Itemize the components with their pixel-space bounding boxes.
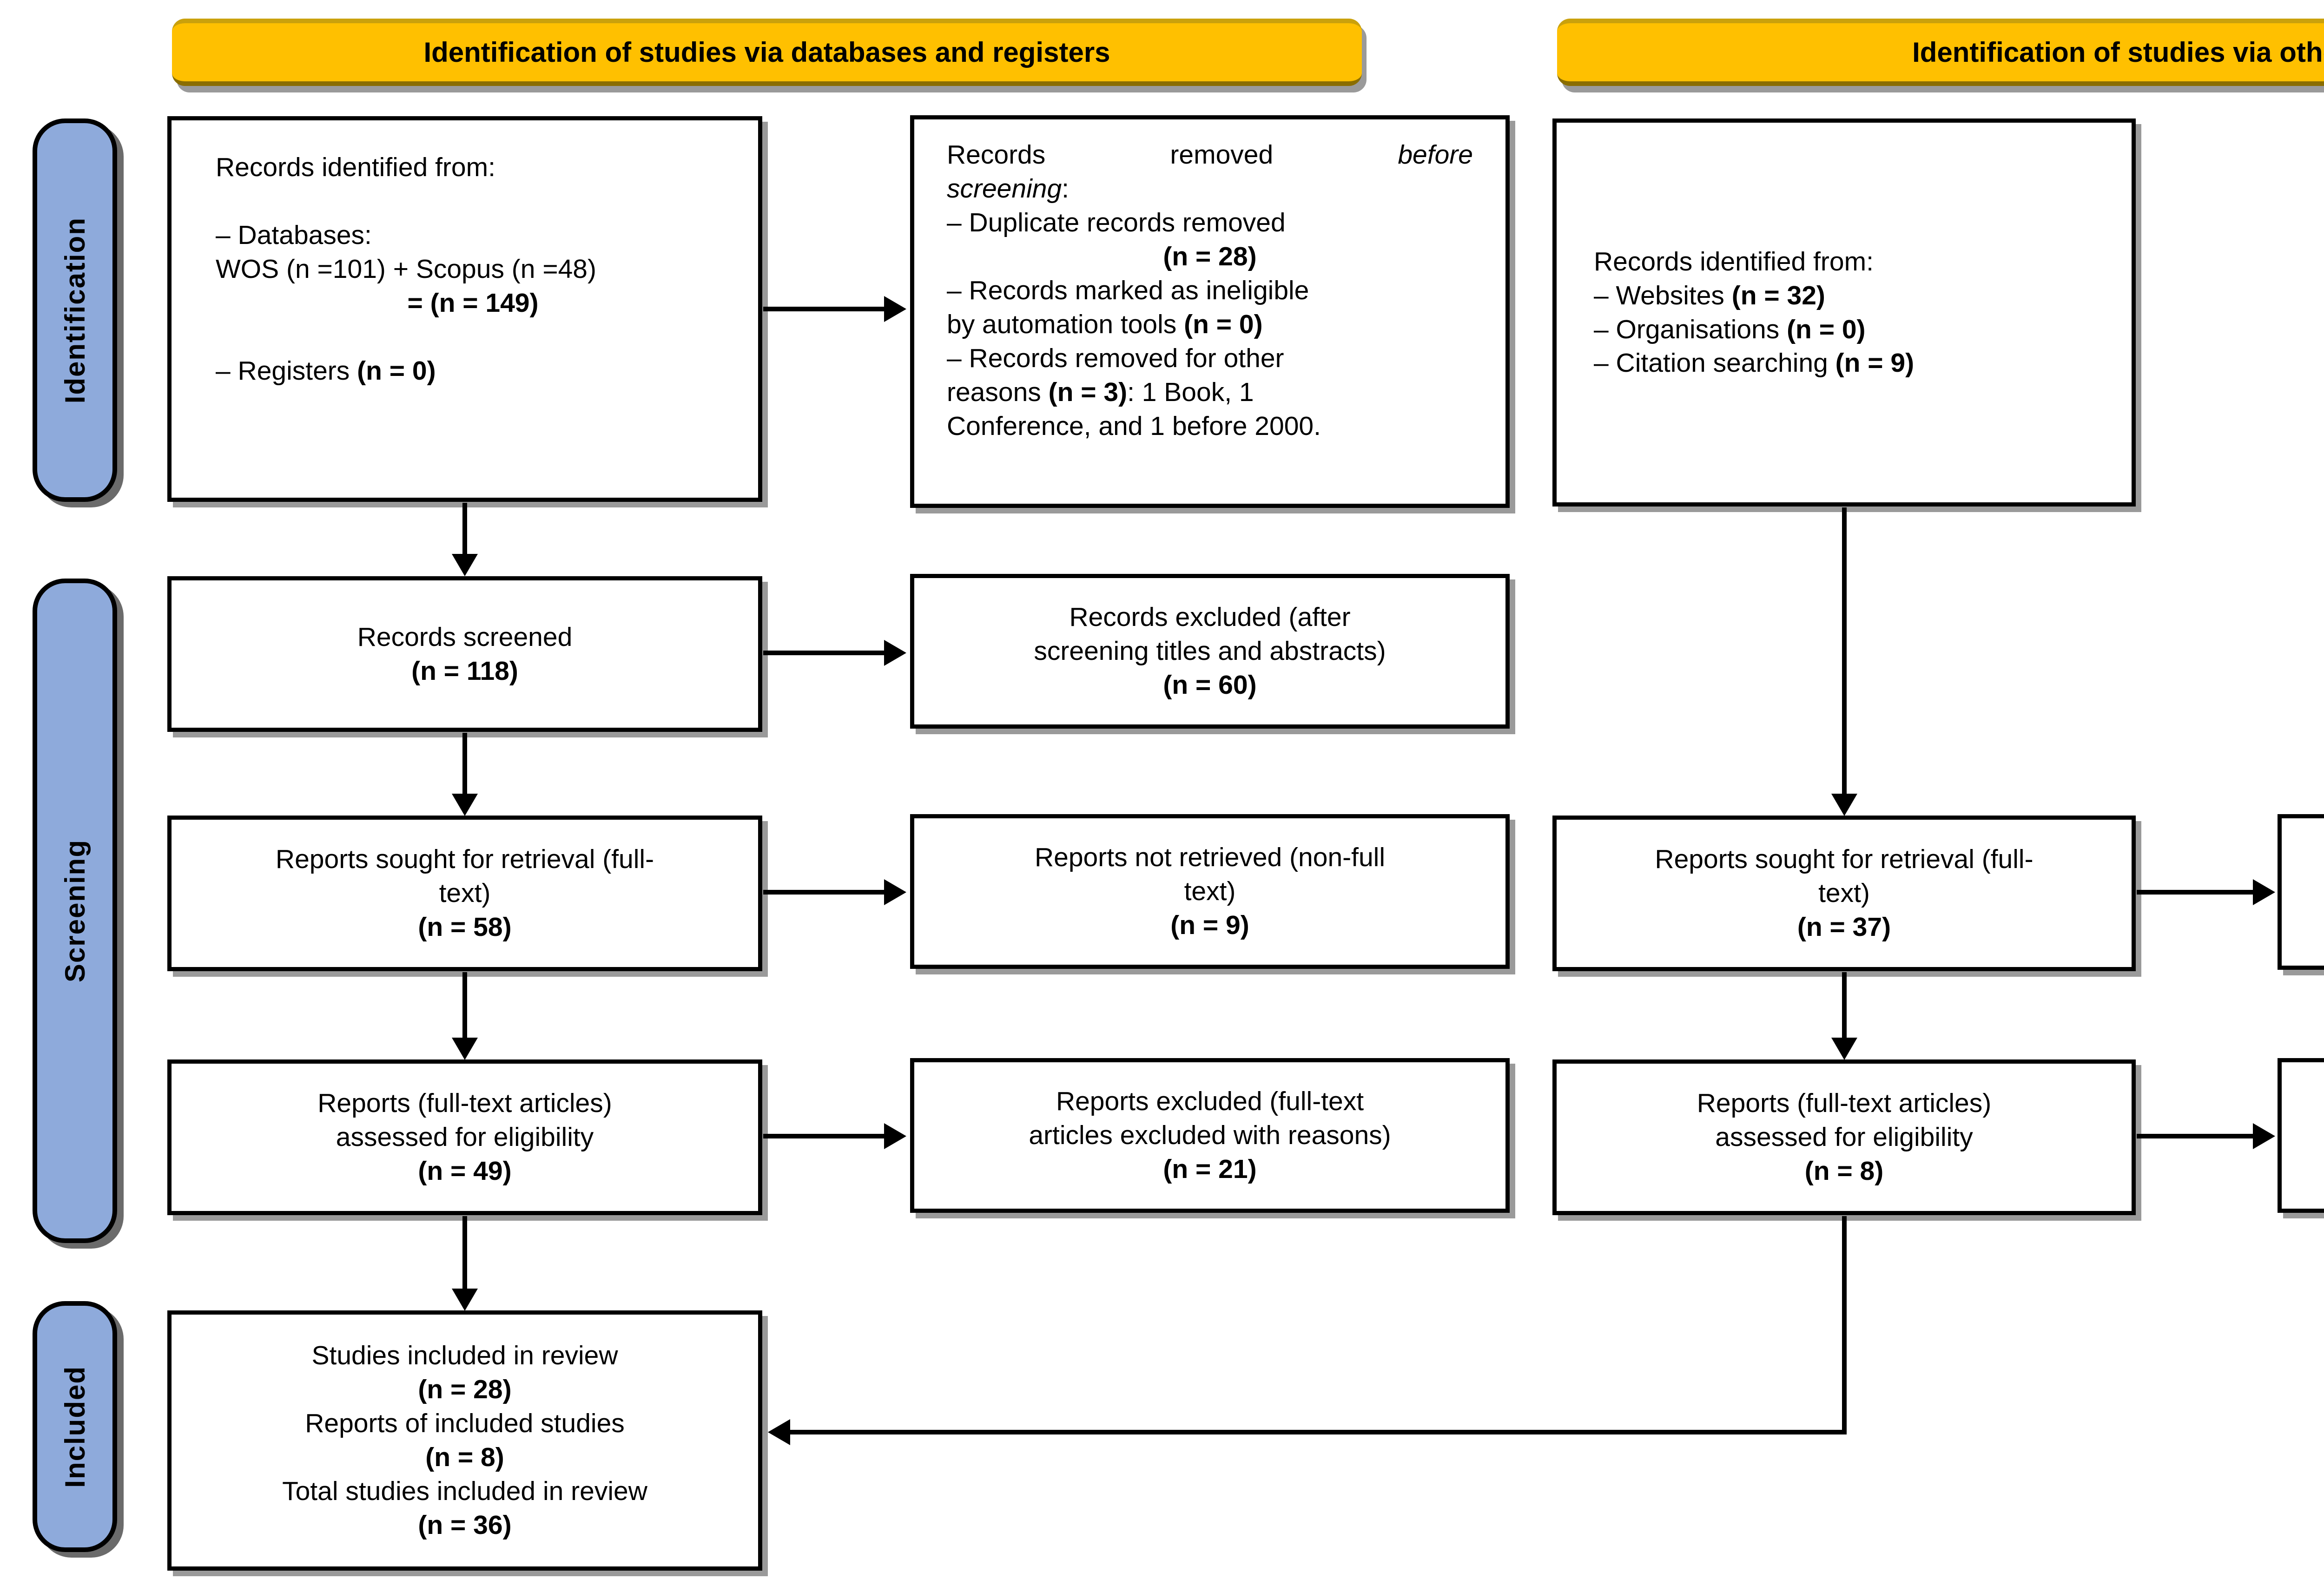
banner-other-methods-label: Identification of studies via other meth… [1912, 37, 2324, 68]
phase-label-screening: Screening [33, 579, 117, 1243]
phase-label-identification-text: Identification [59, 217, 91, 404]
box-records-identified-databases: Records identified from: – Databases: WOS… [167, 116, 762, 502]
phase-label-identification: Identification [33, 118, 117, 502]
box-reports-assessed-databases: Reports (full-text articles) assessed for… [167, 1059, 762, 1215]
arrow-other-sought-to-assessed-line [1842, 972, 1847, 1040]
phase-label-screening-text: Screening [59, 839, 91, 983]
box-records-identified-other: Records identified from: – Websites (n = … [1552, 118, 2136, 507]
arrow-other-identified-to-sought-head [1831, 794, 1857, 816]
arrow-assessed-to-included-head [452, 1289, 478, 1311]
arrow-assessed-to-included-line [462, 1216, 467, 1290]
arrow-assessed-to-excluded-head [884, 1123, 906, 1149]
arrow-screened-to-sought-line [462, 733, 467, 796]
box-reports-sought-other: Reports sought for retrieval (full-text)… [1552, 816, 2136, 971]
phase-label-included-text: Included [59, 1365, 91, 1488]
box-records-screened: Records screened (n = 118) [167, 576, 762, 732]
arrow-sought-to-notretrieved-head [884, 879, 906, 905]
box-records-removed-before-screening: Records removed before screening: – Duplicat… [910, 115, 1510, 508]
connector-other-assessed-down-line [1842, 1216, 1847, 1434]
arrow-other-sought-to-assessed-head [1831, 1038, 1857, 1060]
box-records-excluded: Records excluded (after screening titles … [910, 574, 1510, 729]
box-reports-sought-databases: Reports sought for retrieval (full-text)… [167, 816, 762, 971]
connector-other-assessed-left-head [768, 1419, 790, 1445]
arrow-screened-to-sought-head [452, 794, 478, 816]
arrow-screened-to-excluded-head [884, 640, 906, 666]
arrow-other-assessed-to-excluded-head [2253, 1123, 2275, 1149]
box-reports-excluded-databases: Reports excluded (full-text articles excl… [910, 1058, 1510, 1213]
arrow-sought-to-assessed-head [452, 1038, 478, 1060]
phase-label-included: Included [33, 1301, 117, 1552]
arrow-sought-to-notretrieved-line [763, 890, 884, 895]
box-reports-not-retrieved-databases: Reports not retrieved (non-full text) (n =… [910, 814, 1510, 969]
box-studies-included: Studies included in review (n = 28) Report… [167, 1310, 762, 1571]
arrow-identified-to-screened-head [452, 554, 478, 576]
box-reports-assessed-other: Reports (full-text articles) assessed for… [1552, 1059, 2136, 1215]
arrow-identified-to-removed-line [763, 307, 884, 311]
banner-other-methods: Identification of studies via other meth… [1557, 19, 2324, 86]
arrow-sought-to-assessed-line [462, 972, 467, 1040]
arrow-other-assessed-to-excluded-line [2137, 1134, 2253, 1138]
banner-databases-registers: Identification of studies via databases … [172, 19, 1362, 86]
arrow-assessed-to-excluded-line [763, 1134, 884, 1138]
arrow-identified-to-screened-line [462, 503, 467, 556]
arrow-other-identified-to-sought-line [1842, 507, 1847, 796]
banner-databases-registers-label: Identification of studies via databases … [423, 37, 1110, 68]
arrow-other-sought-to-notretrieved-head [2253, 879, 2275, 905]
arrow-other-sought-to-notretrieved-line [2137, 890, 2253, 895]
arrow-identified-to-removed-head [884, 296, 906, 322]
arrow-screened-to-excluded-line [763, 651, 884, 655]
connector-other-assessed-left-line [790, 1430, 1847, 1434]
